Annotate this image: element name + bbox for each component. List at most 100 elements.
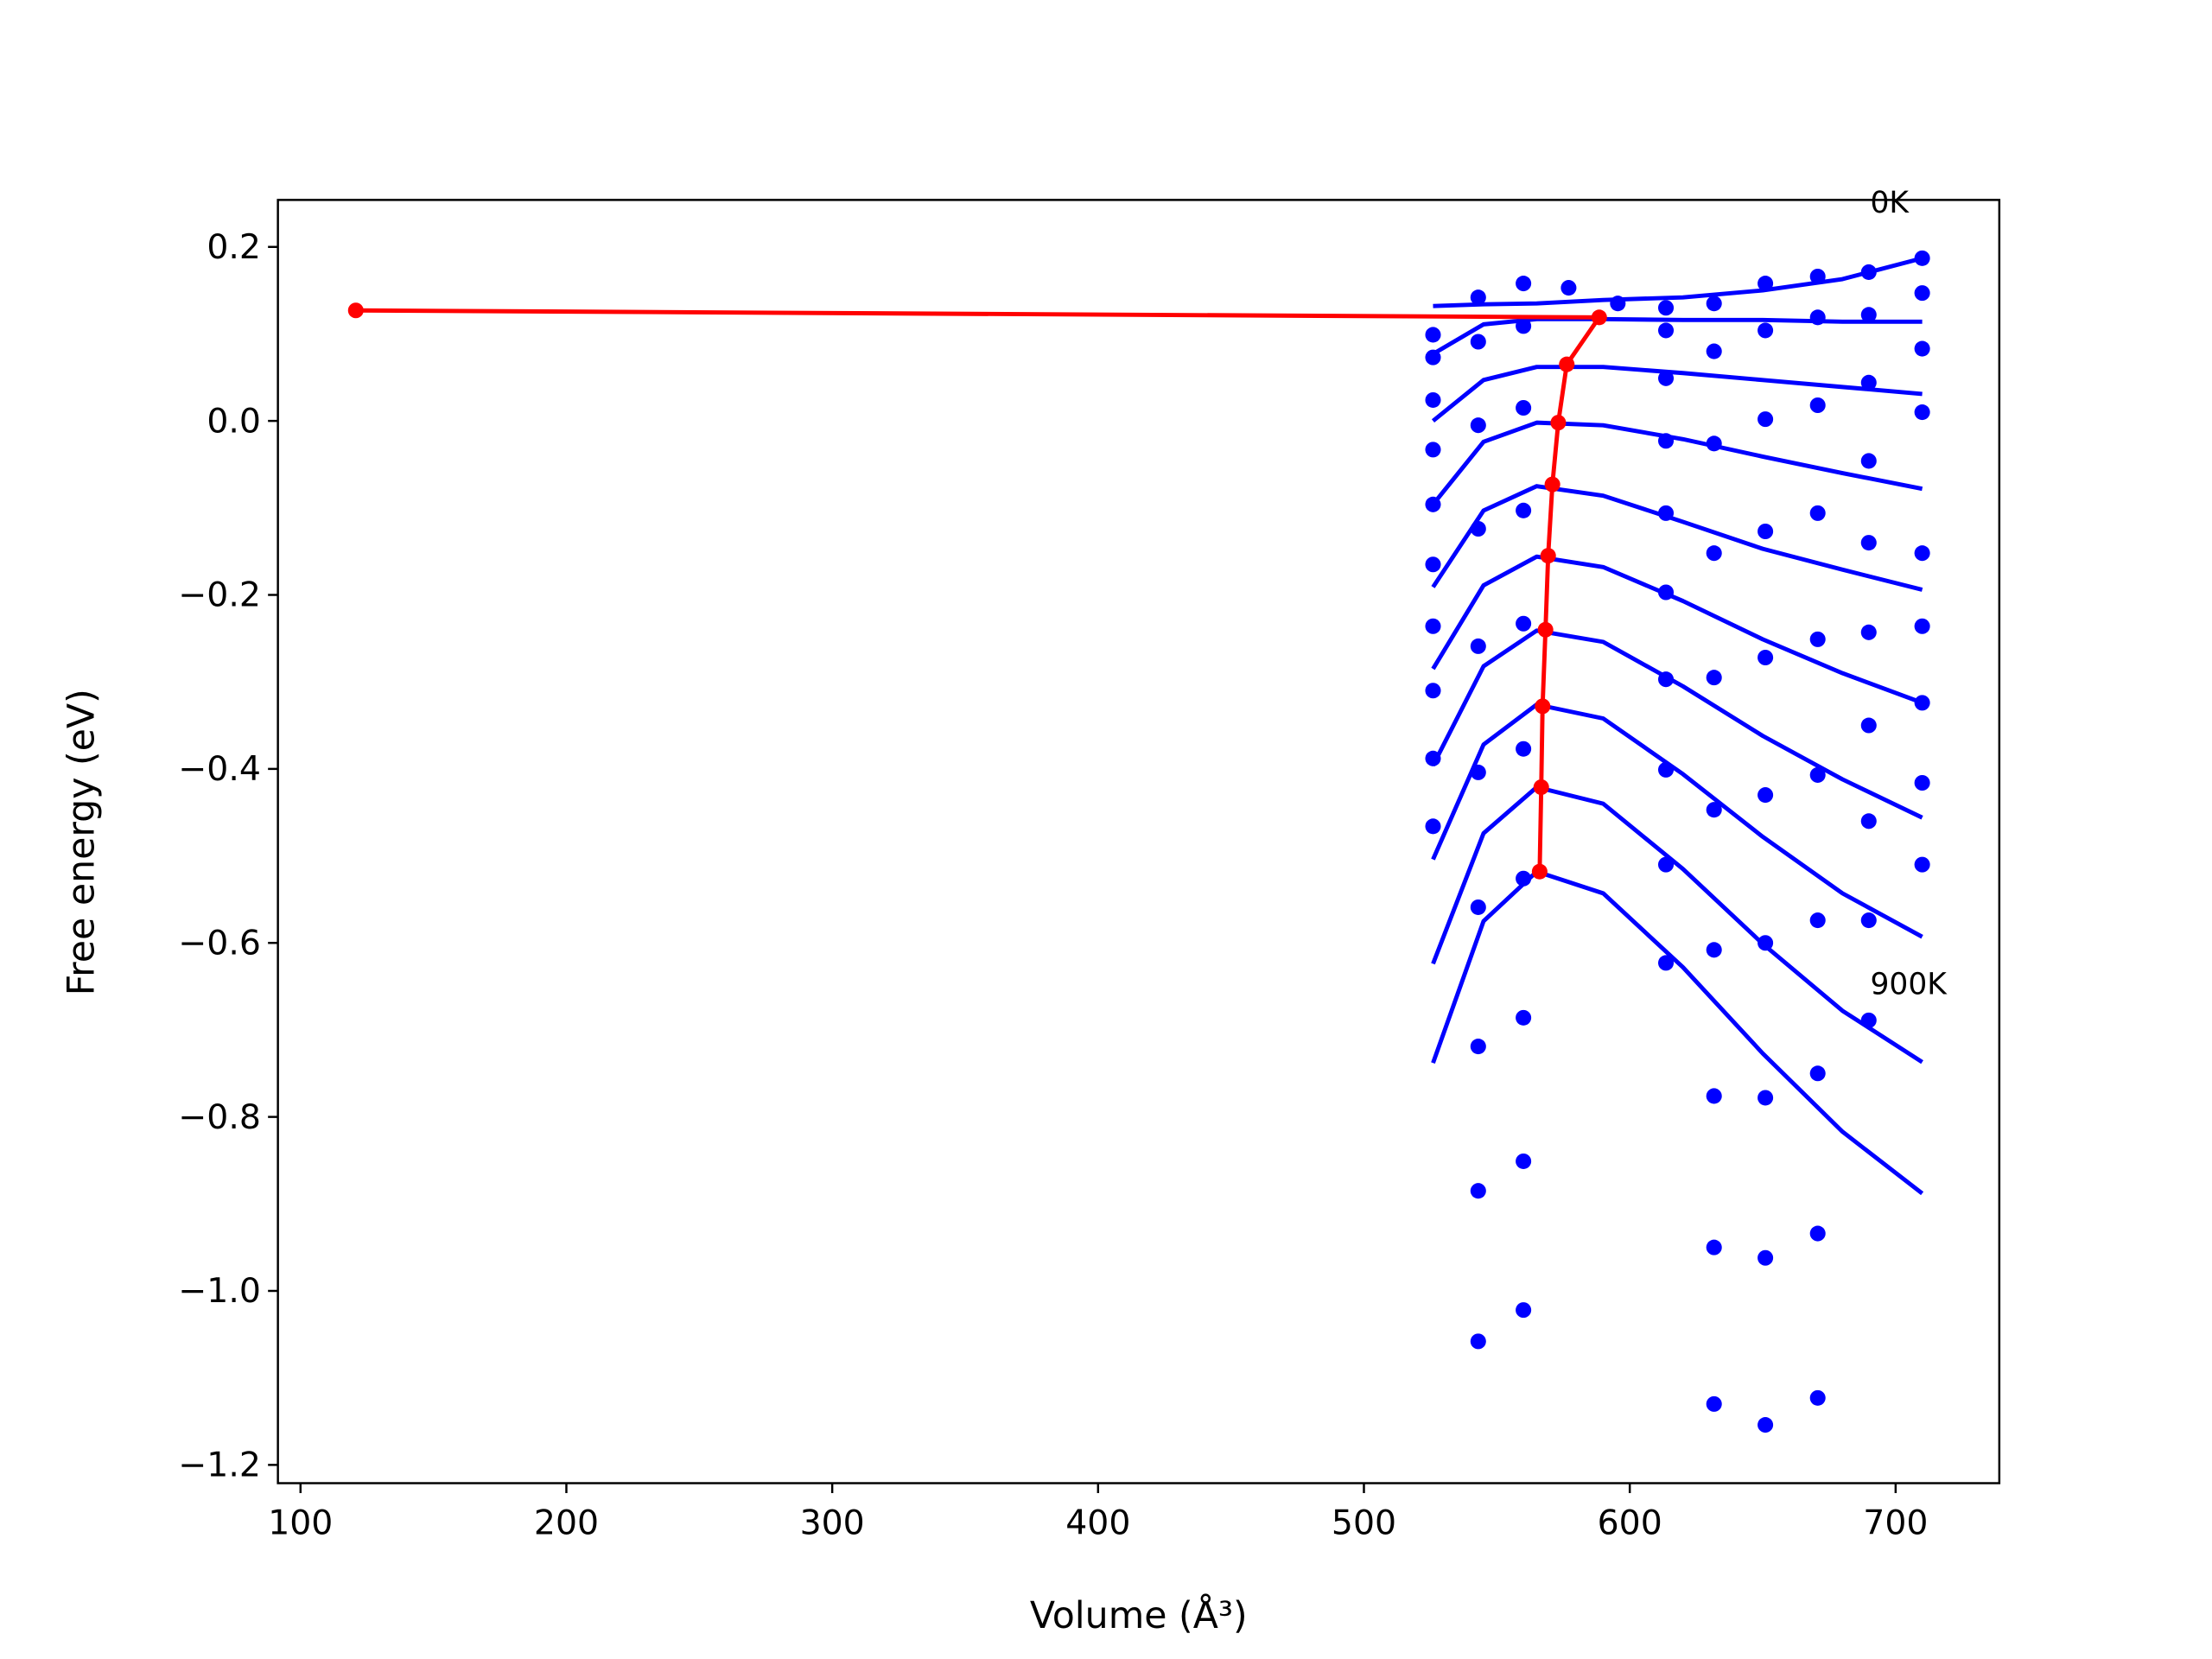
scatter-point — [1470, 1333, 1486, 1350]
x-tick-label: 400 — [1065, 1503, 1130, 1543]
scatter-point — [1860, 813, 1877, 830]
line-marker — [1533, 779, 1549, 796]
y-tick-label: −0.6 — [178, 923, 261, 963]
scatter-point — [1425, 327, 1441, 343]
scatter-point — [1470, 638, 1486, 654]
scatter-point — [1758, 1090, 1774, 1106]
scatter-point — [1914, 250, 1930, 266]
x-tick-label: 500 — [1332, 1503, 1396, 1543]
scatter-point — [1809, 1389, 1826, 1406]
scatter-point — [1914, 774, 1930, 791]
scatter-point — [1860, 453, 1877, 469]
scatter-point — [1706, 1395, 1722, 1412]
curve — [1433, 256, 1923, 308]
curve — [355, 308, 1602, 872]
y-tick-label: −0.8 — [178, 1097, 261, 1137]
y-axis-label: Free energy (eV) — [60, 689, 103, 995]
scatter-point — [1706, 942, 1722, 958]
x-tick-label: 100 — [268, 1503, 333, 1543]
scatter-point — [1470, 1183, 1486, 1199]
curve — [1431, 420, 1923, 506]
scatter-point — [1425, 818, 1441, 835]
scatter-point — [1914, 545, 1930, 562]
scatter-point — [1860, 912, 1877, 929]
scatter-point — [1706, 545, 1722, 562]
scatter-point — [1425, 442, 1441, 458]
scatter-point — [1657, 370, 1675, 386]
curve — [1432, 316, 1923, 356]
line-marker — [1535, 698, 1551, 715]
scatter-point — [1470, 1039, 1486, 1055]
scatter-point — [1706, 343, 1722, 359]
scatter-point — [1560, 280, 1577, 296]
scatter-point — [1516, 741, 1532, 757]
scatter-point — [1809, 397, 1826, 414]
scatter-point — [1758, 787, 1774, 804]
y-tick-label: −1.0 — [178, 1271, 261, 1311]
scatter-point — [1860, 535, 1877, 551]
scatter-point — [1809, 912, 1826, 929]
scatter-point — [1706, 802, 1722, 818]
x-tick-label: 600 — [1598, 1503, 1662, 1543]
scatter-point — [1516, 276, 1532, 292]
scatter-point — [1657, 322, 1675, 339]
line-marker — [1591, 309, 1607, 326]
scatter-point — [1425, 618, 1441, 634]
scatter-point — [1470, 899, 1486, 915]
curve — [1431, 484, 1923, 592]
y-tick-label: −0.4 — [178, 749, 261, 789]
scatter-point — [1516, 502, 1532, 518]
x-tick-label: 700 — [1863, 1503, 1928, 1543]
x-tick-label: 300 — [800, 1503, 865, 1543]
scatter-point — [1706, 296, 1722, 312]
plot-frame — [276, 199, 2001, 1484]
scatter-point — [1758, 411, 1774, 428]
scatter-point — [1914, 618, 1930, 634]
scatter-point — [1809, 766, 1826, 783]
curve — [1431, 785, 1923, 1065]
scatter-point — [1860, 717, 1877, 734]
scatter-point — [1860, 307, 1877, 323]
curve — [1431, 702, 1923, 939]
curve — [1431, 869, 1924, 1196]
scatter-point — [1706, 670, 1722, 686]
scatter-point — [1758, 523, 1774, 540]
y-tick-label: −1.2 — [178, 1445, 261, 1484]
x-axis-label: Volume (Å³) — [1030, 1593, 1248, 1637]
y-tick-label: 0.0 — [207, 401, 261, 441]
x-tick-label: 200 — [534, 1503, 599, 1543]
curve — [1431, 365, 1923, 423]
line-marker — [1531, 863, 1548, 880]
scatter-point — [1758, 322, 1774, 339]
scatter-point — [1706, 1239, 1722, 1255]
curve — [1431, 628, 1923, 820]
scatter-point — [1516, 615, 1532, 632]
line-marker — [1540, 548, 1556, 564]
annotation: 900K — [1871, 967, 1948, 1001]
curve — [1431, 554, 1923, 705]
scatter-point — [1425, 391, 1441, 408]
scatter-point — [1516, 400, 1532, 416]
scatter-point — [1706, 1088, 1722, 1104]
scatter-point — [1914, 856, 1930, 873]
line-marker — [1537, 621, 1554, 638]
scatter-point — [1657, 300, 1675, 316]
scatter-point — [1758, 1249, 1774, 1266]
y-tick-label: 0.2 — [207, 227, 261, 267]
scatter-point — [1470, 417, 1486, 434]
y-tick-label: −0.2 — [178, 575, 261, 615]
scatter-point — [1758, 649, 1774, 666]
line-marker — [1559, 356, 1575, 372]
scatter-point — [1809, 505, 1826, 521]
scatter-point — [1516, 1153, 1532, 1169]
scatter-point — [1425, 556, 1441, 573]
scatter-point — [1809, 1065, 1826, 1082]
scatter-point — [1809, 1225, 1826, 1242]
scatter-point — [1516, 1009, 1532, 1026]
scatter-point — [1758, 1417, 1774, 1433]
scatter-point — [1860, 624, 1877, 640]
scatter-point — [1914, 404, 1930, 421]
scatter-point — [1914, 695, 1930, 711]
scatter-point — [1657, 955, 1675, 971]
